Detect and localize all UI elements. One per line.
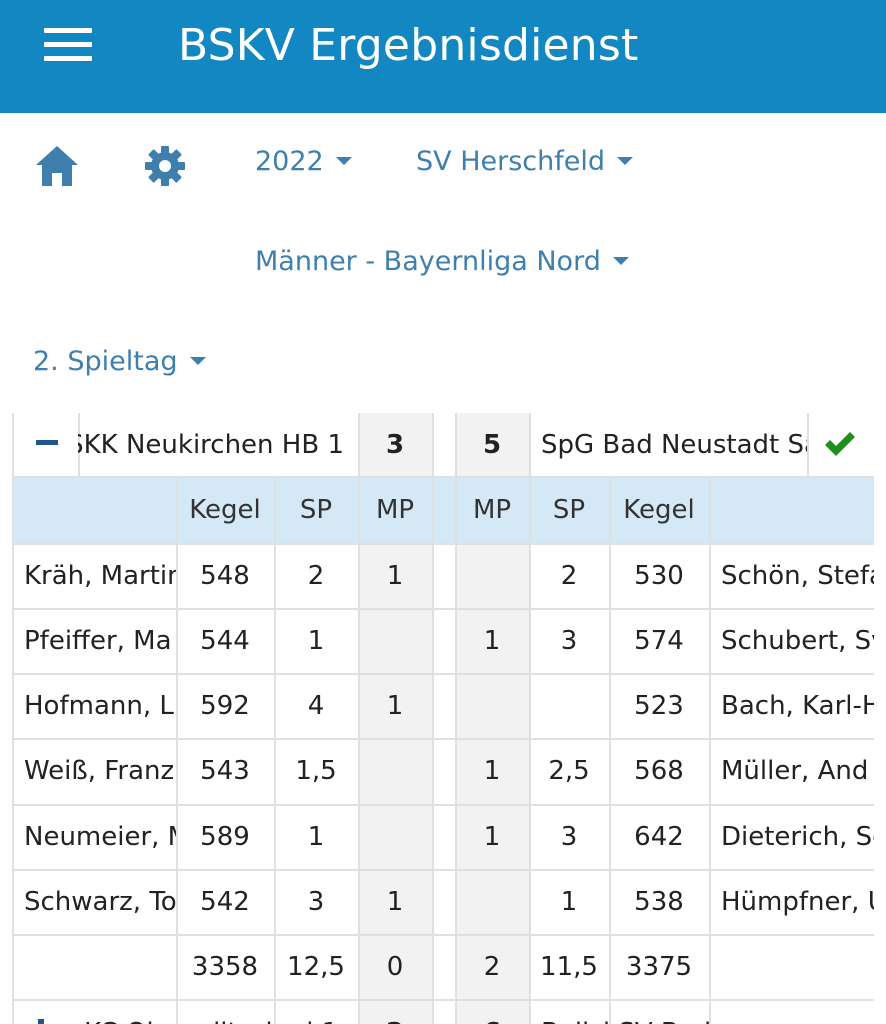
away-mp — [455, 673, 529, 738]
caret-down-icon — [189, 357, 206, 365]
home-kegel: 589 — [200, 821, 250, 852]
plus-icon — [38, 1019, 44, 1024]
home-team-score: 3 — [385, 429, 405, 460]
table-row: Hofmann, L 592 4 1 523 Bach, Karl-H — [12, 673, 874, 738]
home-mp: 1 — [386, 690, 404, 721]
home-mp — [358, 608, 432, 673]
away-team-name: SpG Bad Neustadt Sa — [541, 429, 807, 460]
column-header-band — [12, 476, 874, 543]
away-kegel: 530 — [634, 560, 684, 591]
club-dropdown[interactable]: SV Herschfeld — [416, 146, 633, 177]
caret-down-icon — [617, 157, 633, 165]
home-sp: 1,5 — [295, 756, 337, 786]
away-player-name: Schön, Stefan — [721, 560, 874, 591]
away-kegel-header: Kegel — [623, 494, 695, 525]
home-kegel: 548 — [200, 560, 250, 591]
home-sp: 1 — [307, 625, 325, 656]
home-sp-total: 12,5 — [287, 951, 345, 982]
away-sp-header: SP — [552, 494, 586, 525]
home-mp — [358, 738, 432, 804]
away-mp-total: 2 — [483, 951, 501, 982]
minus-icon — [36, 440, 58, 445]
league-label: Männer - Bayernliga Nord — [255, 246, 601, 277]
away-team-score: 5 — [482, 429, 502, 460]
away-mp — [455, 869, 529, 934]
away-mp — [455, 543, 529, 608]
home-kegel: 592 — [200, 690, 250, 721]
collapse-match-button[interactable] — [12, 413, 78, 476]
matchday-dropdown[interactable]: 2. Spieltag — [33, 346, 206, 377]
year-label: 2022 — [255, 146, 324, 177]
table-row: Weiß, Franz 543 1,5 1 2,5 568 Müller, An… — [12, 738, 874, 804]
away-kegel: 574 — [634, 625, 684, 656]
next-away-team-name: Belisi SV Bad — [529, 1013, 807, 1024]
app-bar: BSKV Ergebnisdienst — [0, 0, 886, 113]
away-kegel: 523 — [634, 690, 684, 721]
next-home-team-name: KC Ohne ditsch ei 1 — [78, 1013, 358, 1024]
next-match-row[interactable]: KC Ohne ditsch ei 1 2 6 Belisi SV Bad — [12, 1001, 874, 1024]
away-player-name: Hümpfner, U — [721, 886, 874, 917]
away-sp: 2,5 — [548, 756, 590, 786]
home-kegel-total: 3358 — [191, 951, 259, 982]
home-mp-total: 0 — [386, 951, 404, 982]
home-player-name: Neumeier, M — [24, 821, 176, 852]
home-sp: 1 — [307, 821, 325, 852]
caret-down-icon — [335, 157, 352, 165]
away-sp: 3 — [560, 821, 578, 852]
home-icon[interactable] — [34, 144, 80, 188]
home-player-name: Pfeiffer, Ma — [24, 625, 172, 656]
away-player-name: Dieterich, Se — [721, 821, 874, 852]
gear-icon[interactable] — [144, 145, 186, 187]
home-kegel: 542 — [200, 886, 250, 917]
league-dropdown[interactable]: Männer - Bayernliga Nord — [255, 246, 629, 277]
away-sp-total: 11,5 — [540, 951, 598, 982]
checkmark-icon — [822, 427, 858, 461]
club-label: SV Herschfeld — [416, 146, 605, 177]
home-mp: 1 — [386, 886, 404, 917]
matchday-label: 2. Spieltag — [33, 346, 178, 377]
table-row: Pfeiffer, Ma 544 1 1 3 574 Schubert, Sv — [12, 608, 874, 673]
table-row: Schwarz, To 542 3 1 1 538 Hümpfner, U — [12, 869, 874, 934]
home-sp: 3 — [307, 886, 325, 917]
home-sp-header: SP — [299, 494, 333, 525]
home-player-name: Weiß, Franz — [24, 756, 175, 786]
home-sp: 2 — [307, 560, 325, 591]
away-kegel-total: 3375 — [625, 951, 693, 982]
away-sp: 1 — [560, 886, 578, 917]
away-player-name: Schubert, Sv — [721, 625, 874, 656]
away-kegel: 568 — [634, 756, 684, 786]
table-row: Kräh, Martin 548 2 1 2 530 Schön, Stefan — [12, 543, 874, 608]
totals-row: 3358 12,5 0 2 11,5 3375 — [12, 934, 874, 999]
away-sp: 3 — [560, 625, 578, 656]
next-away-score: 6 — [455, 1013, 529, 1024]
home-team-name: SKK Neukirchen HB 1 — [78, 429, 344, 460]
away-kegel: 538 — [634, 886, 684, 917]
app-title: BSKV Ergebnisdienst — [178, 20, 639, 71]
home-player-name: Hofmann, L — [24, 690, 174, 721]
away-mp-header: MP — [472, 494, 512, 525]
home-kegel: 543 — [200, 756, 250, 786]
away-kegel: 642 — [634, 821, 684, 852]
home-player-name: Kräh, Martin — [24, 560, 176, 591]
home-mp-header: MP — [375, 494, 415, 525]
away-mp: 1 — [483, 625, 501, 656]
away-player-name: Müller, And — [721, 756, 869, 786]
home-mp: 1 — [386, 560, 404, 591]
year-dropdown[interactable]: 2022 — [255, 146, 352, 177]
away-sp — [529, 673, 609, 738]
away-player-name: Bach, Karl-H — [721, 690, 874, 721]
hamburger-menu-icon[interactable] — [44, 28, 94, 62]
next-home-score: 2 — [358, 1013, 432, 1024]
home-mp — [358, 804, 432, 869]
home-sp: 4 — [307, 690, 325, 721]
home-kegel-header: Kegel — [189, 494, 261, 525]
home-player-name: Schwarz, To — [24, 886, 176, 917]
away-sp: 2 — [560, 560, 578, 591]
away-mp: 1 — [483, 821, 501, 852]
table-row: Neumeier, M 589 1 1 3 642 Dieterich, Se — [12, 804, 874, 869]
home-kegel: 544 — [200, 625, 250, 656]
caret-down-icon — [612, 257, 629, 265]
away-mp: 1 — [483, 756, 501, 786]
